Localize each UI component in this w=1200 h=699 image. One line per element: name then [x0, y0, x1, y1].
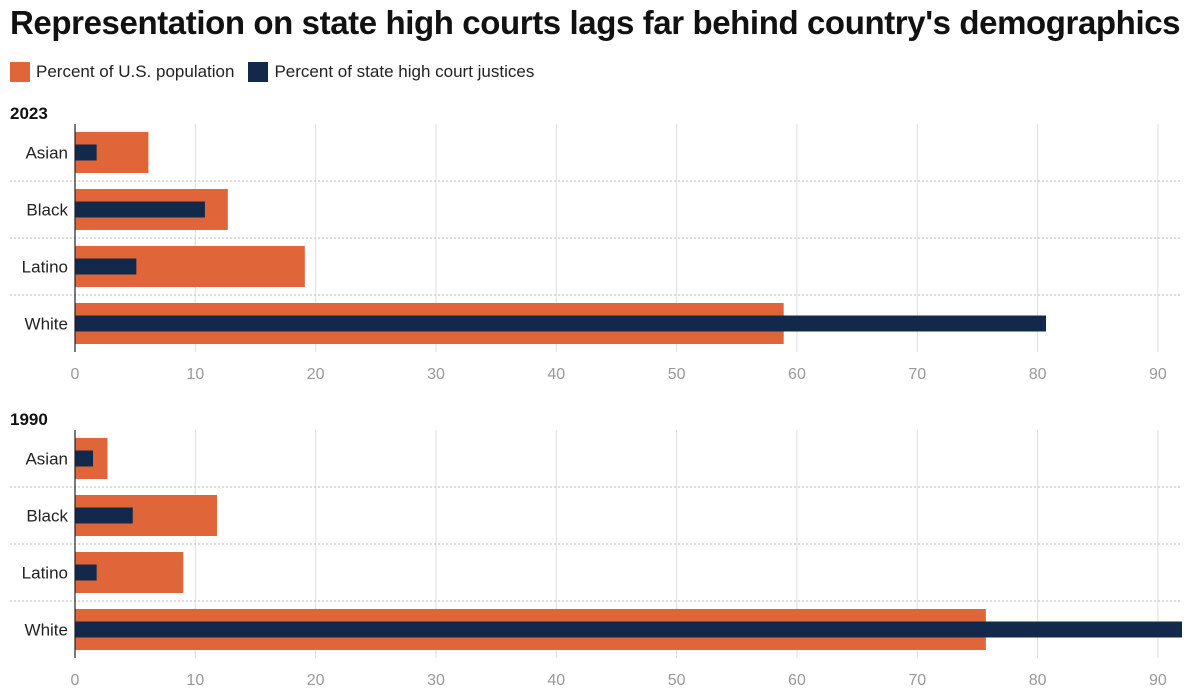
x-tick-label-1990-70: 70: [908, 672, 926, 689]
x-tick-label-2023-40: 40: [547, 366, 565, 383]
x-tick-label-2023-90: 90: [1149, 366, 1167, 383]
legend-swatch-justices: [248, 62, 269, 82]
x-tick-label-1990-10: 10: [186, 672, 204, 689]
category-label-2023-white: White: [25, 315, 68, 334]
x-tick-label-2023-20: 20: [307, 366, 325, 383]
x-tick-label-2023-0: 0: [71, 366, 80, 383]
category-label-2023-black: Black: [26, 201, 68, 220]
legend-item-population: Percent of U.S. population: [10, 62, 234, 82]
x-tick-label-1990-40: 40: [547, 672, 565, 689]
bar-justices-1990-white: [75, 621, 1182, 638]
x-tick-label-1990-50: 50: [668, 672, 686, 689]
bar-justices-2023-asian: [75, 144, 97, 161]
x-tick-label-1990-90: 90: [1149, 672, 1167, 689]
legend: Percent of U.S. population Percent of st…: [10, 62, 548, 82]
category-label-1990-asian: Asian: [25, 450, 68, 469]
x-tick-label-2023-60: 60: [788, 366, 806, 383]
legend-label-justices: Percent of state high court justices: [274, 62, 535, 81]
x-tick-label-1990-30: 30: [427, 672, 445, 689]
x-tick-label-1990-0: 0: [71, 672, 80, 689]
category-label-2023-asian: Asian: [25, 144, 68, 163]
category-label-1990-latino: Latino: [22, 564, 68, 583]
category-label-2023-latino: Latino: [22, 258, 68, 277]
x-tick-label-1990-80: 80: [1029, 672, 1047, 689]
x-tick-label-2023-10: 10: [186, 366, 204, 383]
bar-chart-1990: Asian Black Latino White 0 10 20 30 40 50 60 70 80 90: [10, 430, 1182, 689]
category-label-1990-black: Black: [26, 507, 68, 526]
bar-chart-2023: Asian Black Latino White 0 10 20 30 40 50 60 70 80 90: [10, 124, 1182, 383]
legend-swatch-population: [10, 62, 30, 82]
bar-justices-1990-latino: [75, 564, 97, 581]
x-tick-label-2023-70: 70: [908, 366, 926, 383]
x-tick-label-1990-60: 60: [788, 672, 806, 689]
bar-justices-1990-black: [75, 507, 133, 524]
bar-justices-2023-white: [75, 315, 1047, 332]
legend-label-population: Percent of U.S. population: [36, 62, 235, 81]
category-label-1990-white: White: [25, 621, 68, 640]
bar-justices-1990-asian: [75, 450, 94, 467]
panel-title-2023: 2023: [10, 104, 48, 123]
x-tick-label-2023-50: 50: [668, 366, 686, 383]
x-tick-label-2023-30: 30: [427, 366, 445, 383]
x-tick-label-2023-80: 80: [1029, 366, 1047, 383]
bar-justices-2023-latino: [75, 258, 137, 275]
chart-title: Representation on state high courts lags…: [10, 4, 1181, 41]
legend-item-justices: Percent of state high court justices: [248, 62, 534, 82]
bar-justices-2023-black: [75, 201, 205, 218]
x-tick-label-1990-20: 20: [307, 672, 325, 689]
panel-title-1990: 1990: [10, 410, 48, 429]
